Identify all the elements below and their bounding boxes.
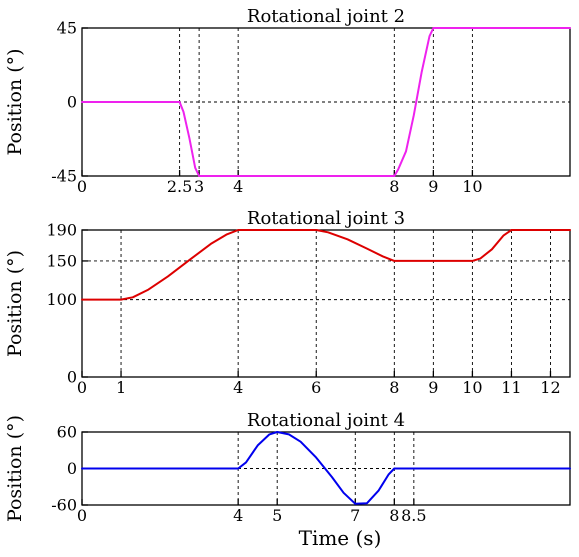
y-tick-label: 0 — [67, 93, 77, 112]
x-tick-label: 10 — [462, 177, 482, 196]
x-tick-label: 7 — [350, 506, 360, 525]
y-tick-label: 190 — [46, 221, 77, 240]
x-tick-label: 4 — [233, 378, 243, 397]
plot-title: Rotational joint 4 — [247, 410, 405, 431]
y-axis-label: Position (°) — [4, 48, 26, 155]
y-axis-label: Position (°) — [4, 415, 26, 522]
y-tick-label: 60 — [57, 423, 77, 442]
x-tick-label: 0 — [77, 506, 87, 525]
series-line — [81, 431, 571, 505]
x-tick-label: 2.5 — [167, 177, 192, 196]
x-tick-label: 6 — [311, 378, 321, 397]
x-tick-label: 10 — [462, 378, 482, 397]
y-tick-label: 0 — [67, 459, 77, 478]
x-tick-label: 8 — [389, 378, 399, 397]
x-tick-label: 0 — [77, 378, 87, 397]
y-tick-label: 150 — [46, 251, 77, 270]
series-line — [81, 229, 571, 301]
series-line — [81, 27, 571, 177]
x-tick-label: 0 — [77, 177, 87, 196]
x-tick-label: 9 — [428, 378, 438, 397]
x-tick-label: 9 — [428, 177, 438, 196]
x-tick-label: 5 — [272, 506, 282, 525]
x-axis-label: Time (s) — [299, 526, 382, 550]
plot-title: Rotational joint 3 — [247, 208, 405, 229]
x-tick-label: 4 — [233, 177, 243, 196]
panel-2: 0 100 150 190 0 1 4 6 8 9 10 11 12 Rotational joint 3… — [4, 208, 571, 397]
x-tick-label: 4 — [233, 506, 243, 525]
x-tick-label: 11 — [501, 378, 521, 397]
plot-frame — [81, 229, 571, 378]
x-tick-label: 8 — [389, 177, 399, 196]
x-tick-label: 3 — [194, 177, 204, 196]
y-tick-label: 0 — [67, 368, 77, 387]
y-tick-label: -60 — [51, 496, 77, 515]
x-tick-label: 8 — [389, 506, 399, 525]
x-tick-label: 12 — [540, 378, 560, 397]
y-tick-label: 100 — [46, 290, 77, 309]
plot-title: Rotational joint 2 — [247, 6, 405, 27]
y-tick-label: -45 — [51, 167, 77, 186]
y-tick-label: 45 — [57, 19, 77, 38]
x-tick-label: 8.5 — [401, 506, 426, 525]
y-axis-label: Position (°) — [4, 250, 26, 357]
x-tick-label: 1 — [116, 378, 126, 397]
